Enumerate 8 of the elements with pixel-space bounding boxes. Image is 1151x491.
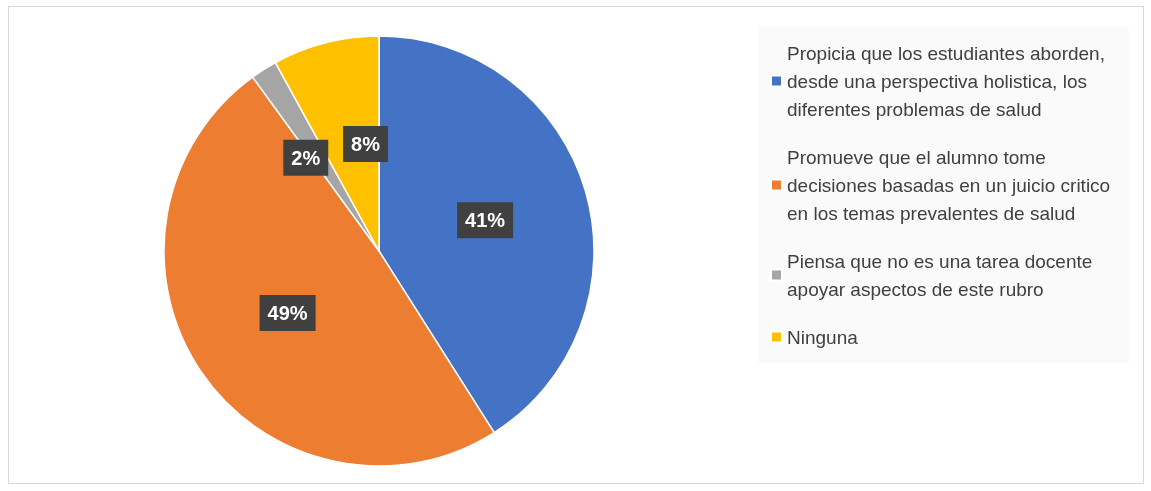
data-label: 49% xyxy=(267,302,308,325)
data-label: 41% xyxy=(465,209,506,232)
legend-label: Promueve que el alumno tome decisiones basadas en un juicio critico en los temas prevalentes de salud xyxy=(787,146,1116,224)
legend-label: Propicia que los estudiantes aborden, desde una perspectiva holistica, los diferentes problemas de salud xyxy=(787,42,1111,120)
data-label: 2% xyxy=(291,146,321,169)
legend-label: Ninguna xyxy=(787,326,859,348)
data-label: 8% xyxy=(351,132,381,155)
legend-label: Piensa que no es una tarea docente apoyar aspectos de este rubro xyxy=(787,250,1098,300)
